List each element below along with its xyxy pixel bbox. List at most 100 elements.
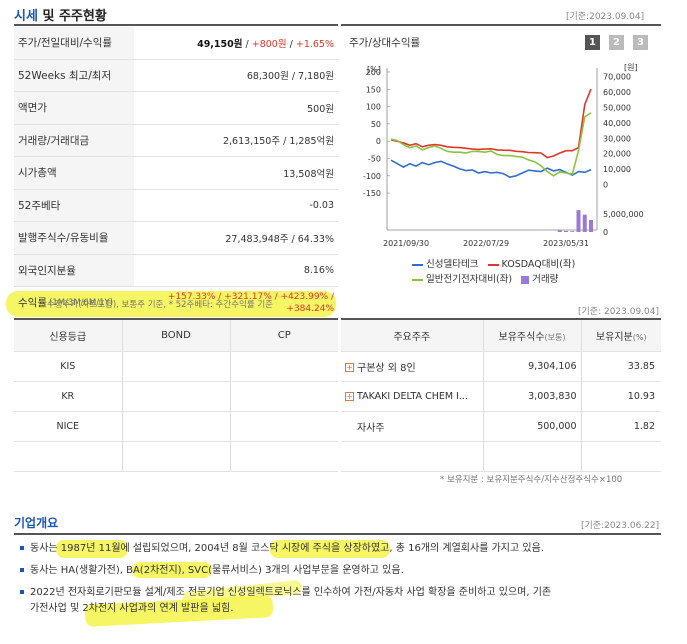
section-title-sub: 및 주주현황 bbox=[42, 9, 107, 24]
volume-bar bbox=[576, 210, 581, 232]
left-tick-label: 50 bbox=[371, 120, 381, 129]
price-row-label: 외국인지분율 bbox=[14, 254, 134, 286]
price-row-label: 시가총액 bbox=[14, 157, 134, 189]
holder-name[interactable]: + 구본상 외 8인 bbox=[341, 351, 484, 382]
ratings-header-cp: CP bbox=[230, 320, 338, 352]
right-tick-label: 20,000 bbox=[603, 150, 631, 159]
about-item-continued: 가전사업 및 2차전지 사업과의 연계 발판을 넓힘. bbox=[30, 603, 234, 614]
header-divider-left bbox=[14, 24, 338, 26]
highlight-mark bbox=[56, 540, 128, 558]
price-row-value: 2,613,150주 / 1,285억원 bbox=[222, 136, 334, 148]
legend-label-s2: KOSDAQ대비(좌) bbox=[501, 259, 576, 270]
rating-bond bbox=[122, 351, 231, 382]
highlight-mark bbox=[270, 540, 390, 558]
period-button-2[interactable]: 2 bbox=[609, 35, 624, 50]
right-tick-label: 70,000 bbox=[603, 73, 631, 82]
about-item-text: 2022년 전자회로기판모듈 설계/제조 전문기업 신성일렉트로닉스를 인수하여… bbox=[30, 587, 552, 598]
left-tick-label: -100 bbox=[363, 172, 381, 181]
price-row-value: 8.16% bbox=[303, 264, 334, 276]
header-divider-right bbox=[341, 24, 661, 26]
table-row: + TAKAKI DELTA CHEM I... 3,003,830 10.93 bbox=[341, 381, 661, 412]
ratings-header-bond: BOND bbox=[122, 320, 231, 352]
volume-bar bbox=[582, 214, 587, 232]
series-line bbox=[390, 88, 592, 159]
left-tick-label: 200 bbox=[366, 68, 381, 77]
rating-agency: KIS bbox=[14, 351, 123, 382]
price-row: 거래량/거래대금 2,613,150주 / 1,285억원 bbox=[14, 124, 338, 157]
series-line bbox=[390, 159, 592, 179]
holder-pct: 33.85 bbox=[581, 351, 661, 382]
holder-name-text: TAKAKI DELTA CHEM I... bbox=[357, 390, 468, 402]
holders-header-pct-sub: (%) bbox=[632, 332, 647, 342]
about-item: 2022년 전자회로기판모듈 설계/제조 전문기업 신성일렉트로닉스를 인수하여… bbox=[20, 584, 660, 601]
legend-swatch-s1 bbox=[412, 263, 423, 266]
holder-shares: 3,003,830 bbox=[483, 381, 582, 412]
about-item: 동사는 HA(생활가전), BA(2차전지), SVC(물류서비스) 3개의 사… bbox=[20, 562, 660, 579]
table-row bbox=[341, 441, 661, 472]
price-row: 발행주식수/유동비율 27,483,948주 / 64.33% bbox=[14, 222, 338, 255]
price-row: 52주베타 -0.03 bbox=[14, 189, 338, 222]
chart-legend: 신성델타테크 KOSDAQ대비(좌) bbox=[412, 256, 575, 270]
ratings-top-line bbox=[14, 318, 338, 320]
holder-shares: 9,304,106 bbox=[483, 351, 582, 382]
holders-header-pct-label: 보유지분 bbox=[595, 331, 633, 343]
price-row: 액면가 500원 bbox=[14, 92, 338, 125]
returns-row: 수익률 (1M/3M/6M/1Y) +157.33% / +321.17% / … bbox=[6, 287, 338, 319]
period-button-1[interactable]: 1 bbox=[585, 35, 600, 50]
table-row: NICE bbox=[14, 411, 338, 442]
bullet-icon bbox=[20, 590, 24, 594]
holder-pct: 10.93 bbox=[581, 381, 661, 412]
returns-value-line2: +384.24% bbox=[286, 303, 334, 314]
left-axis-unit: [%] bbox=[367, 65, 381, 74]
price-row-value: 49,150원 / +800원 / +1.65% bbox=[197, 38, 334, 50]
rating-cp bbox=[230, 381, 338, 412]
series-line bbox=[390, 112, 592, 177]
holders-header-name: 주요주주 bbox=[341, 320, 484, 352]
left-tick-label: 150 bbox=[366, 85, 381, 94]
bullet-icon bbox=[20, 568, 24, 572]
ratings-header-agency: 신용등급 bbox=[14, 320, 123, 352]
price-row-value: 68,300원 / 7,180원 bbox=[246, 71, 334, 83]
rating-agency: KR bbox=[14, 381, 123, 412]
about-item: 동사는 1987년 11월에 설립되었으며, 2004년 8월 코스닥 시장에 … bbox=[20, 540, 660, 557]
rating-cp bbox=[230, 411, 338, 442]
price-row-value: -0.03 bbox=[309, 199, 334, 211]
price-row-label: 거래량/거래대금 bbox=[14, 124, 134, 156]
returns-value: +157.33% / +321.17% / +423.99% / +384.24… bbox=[134, 291, 338, 315]
table-row bbox=[14, 441, 338, 472]
expand-icon[interactable]: + bbox=[345, 363, 354, 372]
returns-label-sub: (1M/3M/6M/1Y) bbox=[48, 297, 114, 308]
holders-header-pct: 보유지분(%) bbox=[581, 320, 661, 352]
rating-cp bbox=[230, 351, 338, 382]
about-divider bbox=[14, 533, 661, 535]
expand-icon[interactable]: + bbox=[345, 391, 354, 401]
table-row: + 구본상 외 8인 9,304,106 33.85 bbox=[341, 351, 661, 382]
price-row-value: 500원 bbox=[307, 103, 334, 115]
volume-bar bbox=[564, 230, 568, 232]
left-tick-label: 0 bbox=[376, 137, 381, 146]
price-row-label: 발행주식수/유동비율 bbox=[14, 222, 134, 254]
x-tick-label: 2023/05/31 bbox=[543, 239, 589, 248]
price-row: 외국인지분율 8.16% bbox=[14, 254, 338, 287]
table-row: KR bbox=[14, 381, 338, 412]
rating-bond bbox=[122, 411, 231, 442]
holder-shares: 500,000 bbox=[483, 411, 582, 442]
volume-bar bbox=[570, 231, 575, 232]
holder-name[interactable]: + TAKAKI DELTA CHEM I... bbox=[341, 381, 484, 412]
holder-pct: 1.82 bbox=[581, 411, 661, 442]
legend-label-s1: 신성델타테크 bbox=[426, 259, 479, 270]
rating-agency: NICE bbox=[14, 411, 123, 442]
holders-note: * 보유지분 : 보유지분주식수/지수산정주식수×100 bbox=[440, 475, 623, 485]
holders-header-shares-label: 보유주식수 bbox=[498, 331, 545, 343]
right-tick-label: 30,000 bbox=[603, 134, 631, 143]
period-button-3[interactable]: 3 bbox=[633, 35, 648, 50]
holders-top-line bbox=[341, 318, 661, 320]
table-row: KIS bbox=[14, 351, 338, 382]
current-price: 49,150원 bbox=[197, 38, 243, 50]
legend-label-s3: 일반전기전자대비(좌) bbox=[426, 274, 513, 285]
ratings-table: 신용등급 BOND CP KIS KR NICE bbox=[14, 320, 338, 472]
section-title: 시세 및 주주현황 bbox=[14, 5, 107, 24]
holder-name: 자사주 bbox=[341, 411, 484, 442]
x-tick-label: 2022/07/29 bbox=[463, 239, 509, 248]
bullet-icon bbox=[20, 546, 24, 550]
